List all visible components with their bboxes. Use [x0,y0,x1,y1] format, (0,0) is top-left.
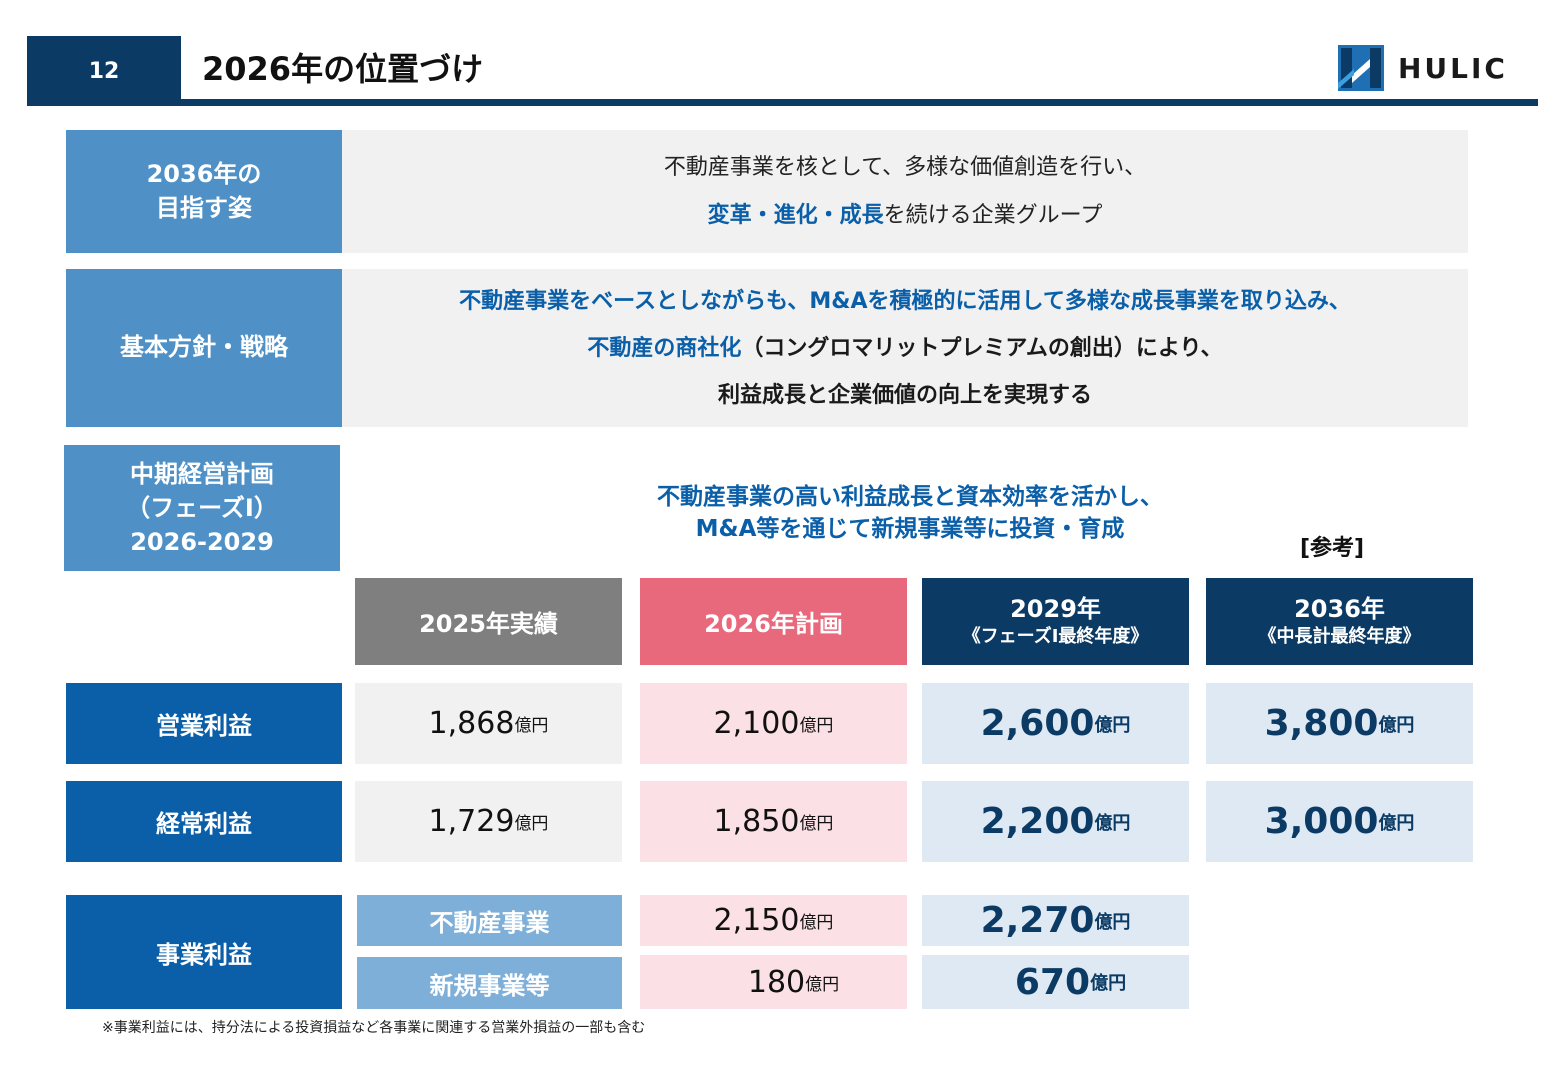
column-header-2026-plan: 2026年計画 [640,578,907,665]
vision-statement-line2: 変革・進化・成長を続ける企業グループ [708,192,1103,240]
unit: 億円 [1094,812,1131,834]
vision-emphasis: 変革・進化・成長 [707,202,884,228]
plan-label: 中期経営計画 （フェーズⅠ） 2026-2029 [64,445,340,571]
value: 1,850 [713,804,800,839]
reference-note: [参考] [1300,536,1365,561]
real-estate-2026: 2,150 億円 [640,895,907,946]
unit: 億円 [1094,714,1131,736]
column-header-2025-actual: 2025年実績 [355,578,622,665]
value: 180 [747,964,806,1000]
plan-statement: 不動産事業の高い利益成長と資本効率を活かし、 M&A等を通じて新規事業等に投資・… [340,478,1480,548]
unit: 億円 [1378,714,1415,736]
segment-label-real-estate: 不動産事業 [357,895,622,946]
policy-line1: 不動産事業をベースとしながらも、M&Aを積極的に活用して多様な成長事業を取り込み… [459,288,1351,314]
unit: 億円 [1378,812,1415,834]
column-header-2029-sub: 《フェーズⅠ最終年度》 [962,625,1149,647]
policy-emphasis: 不動産の商社化 [587,335,742,361]
value: 2,100 [713,706,800,741]
company-logo: HULIC [1338,45,1528,91]
vision-label-line1: 2036年の [146,159,262,188]
value: 1,868 [428,706,515,741]
column-header-2036-main: 2036年 [1294,594,1385,623]
vision-statement-line1: 不動産事業を核として、多様な価値創造を行い、 [663,154,1147,180]
page-title: 2026年の位置づけ [202,50,484,88]
value: 2,200 [980,801,1095,842]
column-header-2036: 2036年 《中長計最終年度》 [1206,578,1473,665]
vision-line2-rest: を続ける企業グループ [883,202,1103,228]
vision-panel: 不動産事業を核として、多様な価値創造を行い、 変革・進化・成長を続ける企業グルー… [342,130,1468,253]
header-divider [27,99,1538,106]
unit: 億円 [799,913,834,933]
value: 2,150 [713,903,800,938]
column-header-2029-main: 2029年 [1010,594,1101,623]
plan-label-line3: 2026-2029 [130,528,274,556]
ordinary-profit-2025: 1,729 億円 [355,781,622,862]
value: 3,800 [1264,703,1379,744]
value: 2,600 [980,703,1095,744]
segment-label-new-business: 新規事業等 [357,957,622,1009]
row-label-operating-profit: 営業利益 [66,683,342,764]
plan-statement-line1: 不動産事業の高い利益成長と資本効率を活かし、 [657,484,1163,510]
footnote: ※事業利益には、持分法による投資損益など各事業に関連する営業外損益の一部も含む [102,1020,646,1036]
new-business-2029: 670 億円 [922,955,1189,1009]
vision-label: 2036年の 目指す姿 [66,130,342,253]
ordinary-profit-2036: 3,000 億円 [1206,781,1473,862]
column-header-2029: 2029年 《フェーズⅠ最終年度》 [922,578,1189,665]
unit: 億円 [514,716,549,736]
ordinary-profit-2026: 1,850 億円 [640,781,907,862]
plan-label-line1: 中期経営計画 [130,460,274,488]
operating-profit-2026: 2,100 億円 [640,683,907,764]
unit: 億円 [799,814,834,834]
vision-label-line2: 目指す姿 [156,193,252,222]
new-business-2026: 180 億円 [640,955,907,1009]
logo-text: HULIC [1398,51,1508,85]
value: 2,270 [980,900,1095,941]
unit: 億円 [1094,911,1131,933]
ordinary-profit-2029: 2,200 億円 [922,781,1189,862]
value: 1,729 [428,804,515,839]
policy-label: 基本方針・戦略 [66,269,342,427]
column-header-2036-sub: 《中長計最終年度》 [1258,625,1421,647]
policy-line2-rest: （コングロマリットプレミアムの創出）により、 [741,335,1223,361]
unit: 億円 [799,716,834,736]
unit: 億円 [514,814,549,834]
policy-panel: 不動産事業をベースとしながらも、M&Aを積極的に活用して多様な成長事業を取り込み… [342,269,1468,427]
value: 670 [1014,961,1091,1003]
row-label-ordinary-profit: 経常利益 [66,781,342,862]
row-label-business-profit: 事業利益 [66,895,342,1009]
plan-statement-line2: M&A等を通じて新規事業等に投資・育成 [695,516,1125,542]
real-estate-2029: 2,270 億円 [922,895,1189,946]
page-number: 12 [27,36,181,106]
operating-profit-2029: 2,600 億円 [922,683,1189,764]
operating-profit-2025: 1,868 億円 [355,683,622,764]
unit: 億円 [1090,973,1127,994]
policy-line3: 利益成長と企業価値の向上を実現する [717,382,1092,408]
value: 3,000 [1264,801,1379,842]
plan-label-line2: （フェーズⅠ） [126,494,278,522]
operating-profit-2036: 3,800 億円 [1206,683,1473,764]
policy-line2: 不動産の商社化（コングロマリットプレミアムの創出）により、 [587,325,1222,372]
hulic-logo-mark-icon [1338,45,1384,91]
unit: 億円 [805,974,840,995]
